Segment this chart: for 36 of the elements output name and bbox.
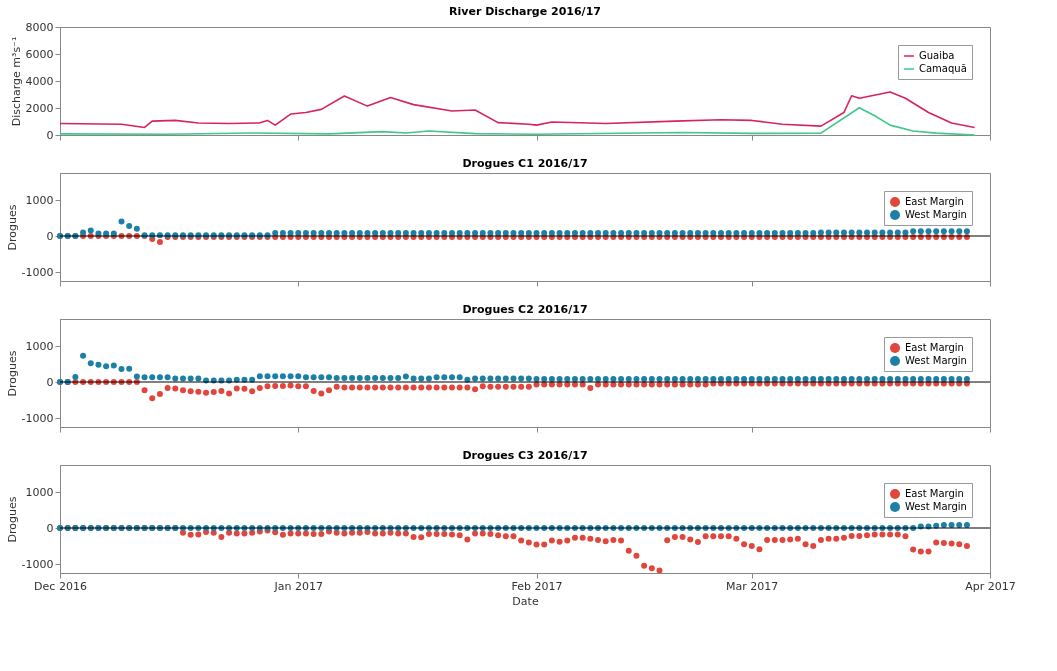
y-tick-label: 1000 <box>25 485 54 499</box>
y-tick-label: 0 <box>46 229 54 243</box>
y-tick-label: 1000 <box>25 339 54 353</box>
y-tick-label: 8000 <box>25 20 54 34</box>
y-tick-label: 2000 <box>25 101 54 115</box>
y-axis-title: Drogues <box>5 496 19 543</box>
x-axis-title: Date <box>512 594 539 608</box>
y-tick-label: 1000 <box>25 193 54 207</box>
legend-label: West Margin <box>905 501 967 512</box>
legend-label: Guaiba <box>919 50 955 61</box>
x-tick-label: Jan 2017 <box>273 579 323 593</box>
x-tick-label: Apr 2017 <box>965 579 1016 593</box>
legend-label: Camaquã <box>919 63 967 74</box>
y-tick-label: 6000 <box>25 47 54 61</box>
y-tick-label: -1000 <box>21 265 54 279</box>
legend-label: East Margin <box>905 342 964 353</box>
y-tick-label: 0 <box>46 128 54 142</box>
y-axis-title: Discharge m³s⁻¹ <box>9 36 23 127</box>
legend-label: East Margin <box>905 488 964 499</box>
legend-label: West Margin <box>905 355 967 366</box>
legend-label: West Margin <box>905 209 967 220</box>
y-axis-title: Drogues <box>5 204 19 251</box>
x-tick-label: Dec 2016 <box>34 579 87 593</box>
y-tick-label: -1000 <box>21 557 54 571</box>
y-tick-label: 0 <box>46 521 54 535</box>
y-axis-title: Drogues <box>5 350 19 397</box>
x-tick-label: Feb 2017 <box>511 579 563 593</box>
chart-title: Drogues C3 2016/17 <box>462 449 588 462</box>
y-tick-label: 0 <box>46 375 54 389</box>
chart-title: Drogues C1 2016/17 <box>462 157 588 170</box>
x-tick-label: Mar 2017 <box>726 579 779 593</box>
chart-title: River Discharge 2016/17 <box>449 5 601 18</box>
legend-label: East Margin <box>905 196 964 207</box>
y-tick-label: 4000 <box>25 74 54 88</box>
y-tick-label: -1000 <box>21 411 54 425</box>
chart-title: Drogues C2 2016/17 <box>462 303 588 316</box>
